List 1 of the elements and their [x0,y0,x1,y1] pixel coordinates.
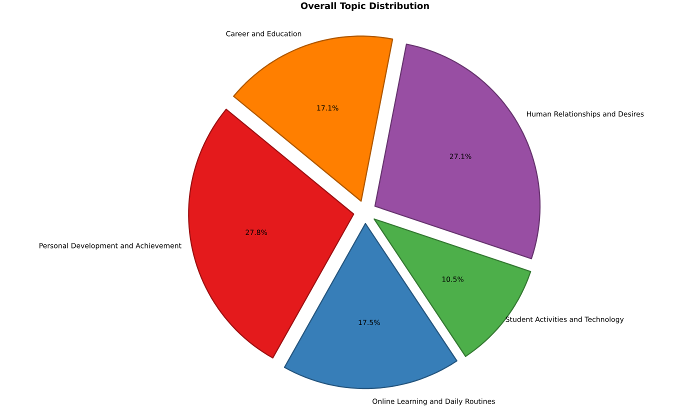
chart-title: Overall Topic Distribution [300,2,429,11]
